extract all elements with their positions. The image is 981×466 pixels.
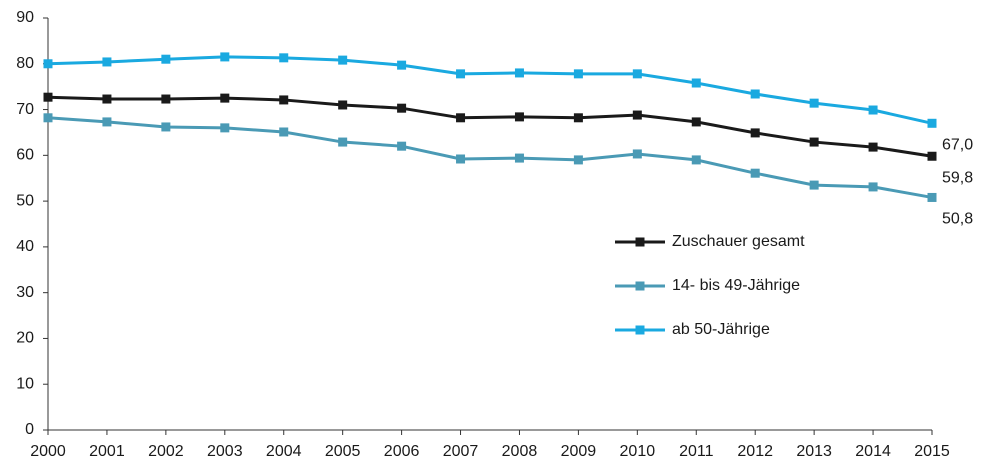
x-tick-label: 2002 bbox=[148, 443, 184, 460]
point-marker bbox=[161, 122, 171, 132]
point-marker bbox=[750, 168, 760, 178]
point-marker bbox=[161, 54, 171, 64]
x-tick-label: 2001 bbox=[89, 443, 125, 460]
legend-marker bbox=[635, 325, 645, 335]
point-marker bbox=[514, 68, 524, 78]
series-line bbox=[47, 95, 933, 158]
point-marker bbox=[809, 98, 819, 108]
point-marker bbox=[279, 53, 289, 63]
legend-marker bbox=[635, 281, 645, 291]
point-marker bbox=[632, 69, 642, 79]
value-label: 50,8 bbox=[942, 211, 973, 228]
legend-marker bbox=[635, 237, 645, 247]
x-tick-label: 2009 bbox=[561, 443, 597, 460]
point-marker bbox=[514, 153, 524, 163]
point-marker bbox=[514, 112, 524, 122]
point-marker bbox=[102, 117, 112, 127]
point-marker bbox=[456, 69, 466, 79]
point-marker bbox=[868, 105, 878, 115]
point-marker bbox=[397, 103, 407, 113]
y-tick-label: 60 bbox=[16, 147, 34, 164]
point-marker bbox=[338, 137, 348, 147]
point-marker bbox=[43, 59, 53, 69]
series-line bbox=[47, 116, 933, 199]
point-marker bbox=[868, 182, 878, 192]
x-tick-label: 2008 bbox=[502, 443, 538, 460]
value-label: 67,0 bbox=[942, 137, 973, 154]
x-tick-label: 2010 bbox=[620, 443, 656, 460]
point-marker bbox=[456, 113, 466, 123]
y-tick-label: 70 bbox=[16, 101, 34, 118]
x-tick-label: 2013 bbox=[796, 443, 832, 460]
x-tick-label: 2012 bbox=[737, 443, 773, 460]
series-line bbox=[47, 55, 933, 125]
point-marker bbox=[220, 93, 230, 103]
point-marker bbox=[691, 78, 701, 88]
x-tick-label: 2000 bbox=[30, 443, 66, 460]
point-marker bbox=[868, 142, 878, 152]
point-marker bbox=[691, 117, 701, 127]
point-marker bbox=[456, 154, 466, 164]
x-tick-label: 2004 bbox=[266, 443, 302, 460]
point-marker bbox=[338, 55, 348, 65]
x-tick-label: 2015 bbox=[914, 443, 950, 460]
point-marker bbox=[927, 118, 937, 128]
y-tick-label: 10 bbox=[16, 375, 34, 392]
point-marker bbox=[632, 110, 642, 120]
point-marker bbox=[102, 57, 112, 67]
point-marker bbox=[573, 69, 583, 79]
point-marker bbox=[691, 155, 701, 165]
value-label: 59,8 bbox=[942, 169, 973, 186]
point-marker bbox=[102, 94, 112, 104]
y-tick-label: 20 bbox=[16, 330, 34, 347]
point-marker bbox=[750, 89, 760, 99]
y-tick-label: 40 bbox=[16, 238, 34, 255]
y-tick-label: 80 bbox=[16, 55, 34, 72]
point-marker bbox=[220, 123, 230, 133]
x-tick-label: 2006 bbox=[384, 443, 420, 460]
point-marker bbox=[397, 60, 407, 70]
point-marker bbox=[397, 141, 407, 151]
y-tick-label: 50 bbox=[16, 192, 34, 209]
x-tick-label: 2007 bbox=[443, 443, 479, 460]
point-marker bbox=[927, 192, 937, 202]
y-tick-label: 30 bbox=[16, 284, 34, 301]
x-tick-label: 2003 bbox=[207, 443, 243, 460]
y-tick-label: 0 bbox=[25, 421, 34, 438]
point-marker bbox=[220, 52, 230, 62]
point-marker bbox=[43, 113, 53, 123]
x-tick-label: 2011 bbox=[679, 443, 714, 460]
point-marker bbox=[809, 137, 819, 147]
point-marker bbox=[43, 92, 53, 102]
legend-label: Zuschauer gesamt bbox=[672, 233, 805, 250]
point-marker bbox=[338, 100, 348, 110]
point-marker bbox=[573, 113, 583, 123]
point-marker bbox=[632, 149, 642, 159]
y-tick-label: 90 bbox=[16, 9, 34, 26]
point-marker bbox=[750, 128, 760, 138]
point-marker bbox=[809, 180, 819, 190]
point-marker bbox=[279, 95, 289, 105]
point-marker bbox=[161, 94, 171, 104]
point-marker bbox=[573, 155, 583, 165]
point-marker bbox=[279, 127, 289, 137]
x-tick-label: 2014 bbox=[855, 443, 891, 460]
point-marker bbox=[927, 151, 937, 161]
legend-label: 14- bis 49-Jährige bbox=[672, 277, 800, 294]
legend-label: ab 50-Jährige bbox=[672, 321, 770, 338]
x-tick-label: 2005 bbox=[325, 443, 361, 460]
